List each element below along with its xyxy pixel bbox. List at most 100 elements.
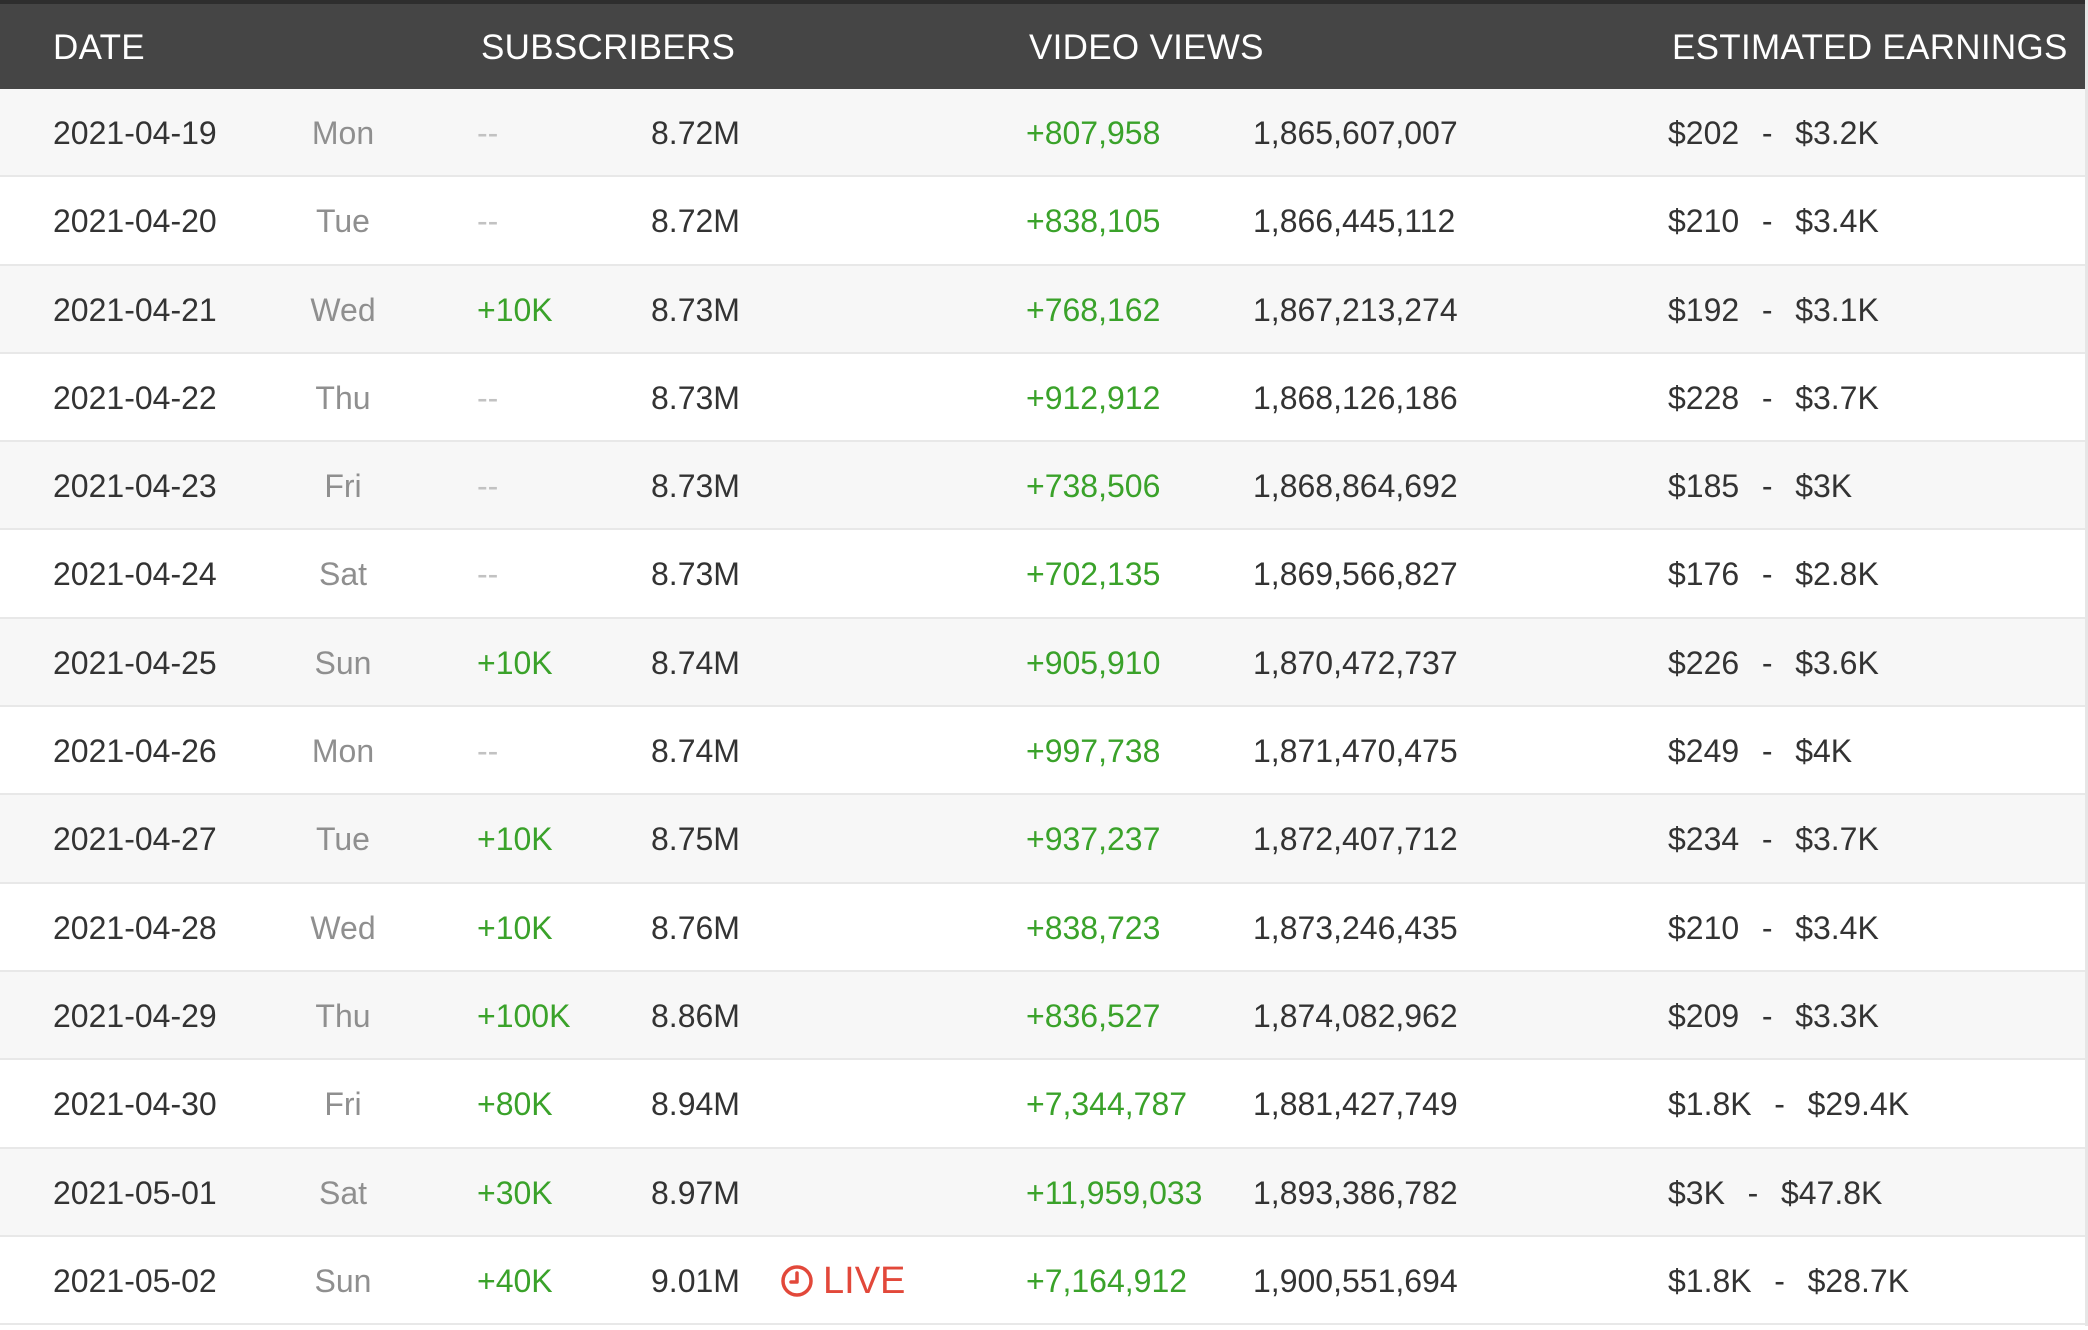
header-video-views: VIDEO VIEWS — [1029, 28, 1264, 67]
row-subscribers: 8.76M — [651, 909, 740, 946]
row-estimated-earnings: $226- $3.6K — [1668, 619, 1879, 707]
row-views-change: +912,912 — [1026, 379, 1161, 416]
row-date: 2021-05-01 — [53, 1174, 217, 1211]
row-views-change: +838,723 — [1026, 909, 1161, 946]
earnings-high: $3.2K — [1795, 115, 1879, 151]
row-estimated-earnings: $210- $3.4K — [1668, 884, 1879, 972]
row-date: 2021-04-21 — [53, 291, 217, 328]
row-date: 2021-04-24 — [53, 556, 217, 593]
row-views-change: +7,164,912 — [1026, 1262, 1188, 1299]
row-subscribers: 8.72M — [651, 203, 740, 240]
row-video-views: 1,872,407,712 — [1253, 821, 1458, 858]
row-views-change: +11,959,033 — [1026, 1174, 1203, 1211]
earnings-high: $2.8K — [1795, 556, 1879, 593]
earnings-high: $3.4K — [1795, 909, 1879, 946]
row-subscribers: 8.74M — [651, 733, 740, 770]
table-row: 2021-04-19 Mon -- 8.72M +807,958 1,865,607,00… — [0, 89, 2085, 178]
earnings-low: $192 — [1668, 291, 1740, 328]
row-subscriber-change: +10K — [477, 821, 553, 858]
table-row: 2021-04-26 Mon -- 8.74M +997,738 1,871,470,47… — [0, 707, 2085, 796]
earnings-high: $28.7K — [1807, 1262, 1910, 1299]
table-row: 2021-04-30 Fri +80K 8.94M +7,344,787 1,881,42… — [0, 1060, 2085, 1149]
row-video-views: 1,865,607,007 — [1253, 115, 1458, 151]
earnings-low: $226 — [1668, 644, 1740, 681]
row-video-views: 1,868,126,186 — [1253, 379, 1458, 416]
row-video-views: 1,866,445,112 — [1253, 203, 1456, 240]
earnings-separator: - — [1761, 821, 1773, 858]
row-estimated-earnings: $234- $3.7K — [1668, 795, 1879, 883]
earnings-low: $228 — [1668, 379, 1740, 416]
row-subscribers: 8.73M — [651, 291, 740, 328]
row-day: Wed — [310, 291, 376, 328]
row-subscriber-change: +10K — [477, 291, 553, 328]
row-estimated-earnings: $209- $3.3K — [1668, 972, 1879, 1060]
row-subscribers: 8.94M — [651, 1086, 740, 1123]
earnings-low: $3K — [1668, 1174, 1725, 1211]
row-views-change: +807,958 — [1026, 115, 1161, 151]
table-row: 2021-05-02 Sun +40K 9.01M LIVE +7,164,912 1,90… — [0, 1236, 2085, 1326]
table-row: 2021-04-27 Tue +10K 8.75M +937,237 1,872,407,… — [0, 795, 2085, 884]
earnings-separator: - — [1774, 1086, 1785, 1123]
row-subscriber-change: -- — [477, 203, 499, 240]
row-video-views: 1,873,246,435 — [1253, 909, 1458, 946]
row-video-views: 1,869,566,827 — [1253, 556, 1458, 593]
row-day: Mon — [311, 115, 375, 151]
row-views-change: +838,105 — [1026, 203, 1161, 240]
row-subscriber-change: +80K — [477, 1086, 553, 1123]
row-date: 2021-04-25 — [53, 644, 217, 681]
row-date: 2021-04-20 — [53, 203, 217, 240]
live-label: LIVE — [823, 1259, 906, 1302]
row-subscriber-change: -- — [477, 115, 499, 151]
row-estimated-earnings: $228- $3.7K — [1668, 354, 1879, 442]
row-date: 2021-04-19 — [53, 115, 217, 151]
row-subscribers: 8.97M — [651, 1174, 740, 1211]
row-subscribers: 8.73M — [651, 468, 740, 505]
earnings-low: $185 — [1668, 468, 1740, 505]
row-subscribers: 8.73M — [651, 379, 740, 416]
table-row: 2021-04-28 Wed +10K 8.76M +838,723 1,873,246,… — [0, 883, 2085, 972]
earnings-low: $210 — [1668, 909, 1740, 946]
row-video-views: 1,867,213,274 — [1253, 291, 1458, 328]
table-row: 2021-05-01 Sat +30K 8.97M +11,959,033 1,893,3… — [0, 1148, 2085, 1237]
row-video-views: 1,870,472,737 — [1253, 644, 1458, 681]
row-date: 2021-04-22 — [53, 379, 217, 416]
row-subscribers: 8.74M — [651, 644, 740, 681]
row-subscribers: 8.73M — [651, 556, 740, 593]
row-video-views: 1,881,427,749 — [1253, 1086, 1458, 1123]
table-row: 2021-04-29 Thu +100K 8.86M +836,527 1,874,082… — [0, 971, 2085, 1061]
row-estimated-earnings: $249- $4K — [1668, 707, 1852, 795]
earnings-low: $176 — [1668, 556, 1740, 593]
row-subscribers: 9.01M — [651, 1262, 740, 1299]
earnings-low: $210 — [1668, 203, 1740, 240]
row-views-change: +768,162 — [1026, 291, 1161, 328]
header-estimated-earnings: ESTIMATED EARNINGS — [1672, 28, 2068, 67]
row-day: Mon — [311, 733, 375, 770]
row-date: 2021-04-29 — [53, 997, 217, 1034]
row-estimated-earnings: $185- $3K — [1668, 442, 1852, 530]
table-row: 2021-04-25 Sun +10K 8.74M +905,910 1,870,472,… — [0, 618, 2085, 708]
table-header: DATE SUBSCRIBERS VIDEO VIEWS ESTIMATED E… — [0, 0, 2085, 89]
row-day: Tue — [316, 821, 370, 858]
row-views-change: +905,910 — [1026, 644, 1161, 681]
header-subscribers: SUBSCRIBERS — [481, 28, 736, 67]
row-subscribers: 8.75M — [651, 821, 740, 858]
row-views-change: +997,738 — [1026, 733, 1161, 770]
earnings-high: $3.4K — [1795, 203, 1879, 240]
row-video-views: 1,868,864,692 — [1253, 468, 1458, 505]
earnings-separator: - — [1761, 556, 1773, 593]
row-views-change: +937,237 — [1026, 821, 1161, 858]
earnings-separator: - — [1761, 379, 1773, 416]
table-row: 2021-04-22 Thu -- 8.73M +912,912 1,868,126,18… — [0, 353, 2085, 443]
row-subscriber-change: -- — [477, 556, 499, 593]
earnings-low: $249 — [1668, 733, 1740, 770]
earnings-high: $3.3K — [1795, 997, 1879, 1034]
table-row: 2021-04-23 Fri -- 8.73M +738,506 1,868,864,69… — [0, 442, 2085, 531]
row-subscriber-change: -- — [477, 379, 499, 416]
row-day: Tue — [316, 203, 370, 240]
earnings-high: $3.7K — [1795, 379, 1879, 416]
row-video-views: 1,900,551,694 — [1253, 1262, 1458, 1299]
earnings-separator: - — [1761, 997, 1773, 1034]
row-views-change: +702,135 — [1026, 556, 1161, 593]
